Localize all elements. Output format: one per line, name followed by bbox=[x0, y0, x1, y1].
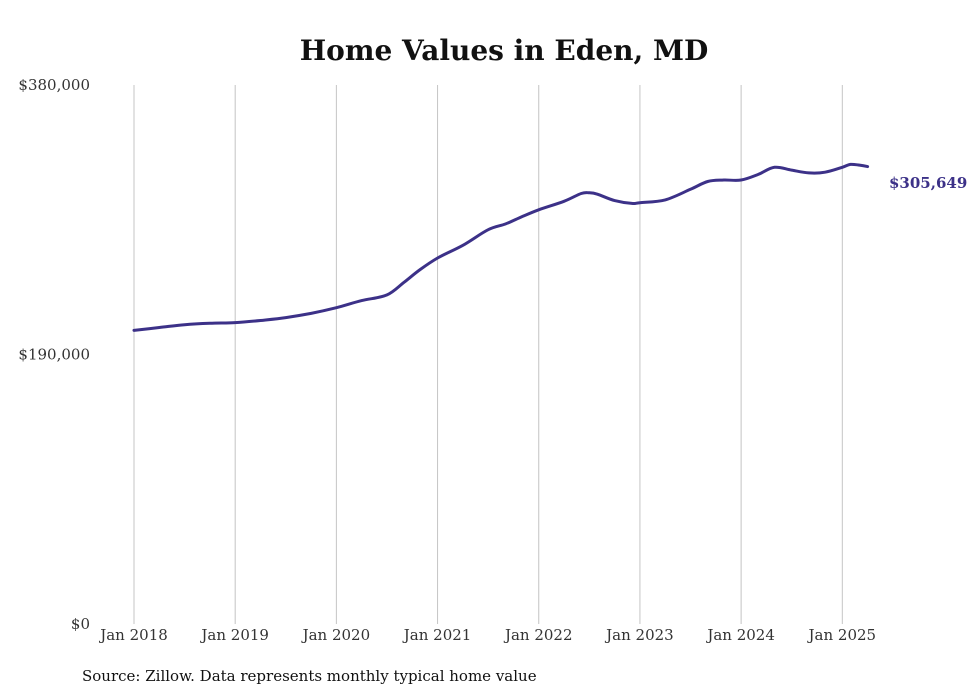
x-tick-label: Jan 2018 bbox=[98, 626, 168, 644]
end-value-label: $305,649 bbox=[889, 174, 967, 192]
x-tick-label: Jan 2019 bbox=[199, 626, 269, 644]
x-tick-label: Jan 2021 bbox=[402, 626, 472, 644]
x-tick-label: Jan 2020 bbox=[301, 626, 371, 644]
y-tick-label: $190,000 bbox=[18, 346, 90, 364]
x-tick-label: Jan 2024 bbox=[705, 626, 775, 644]
source-note: Source: Zillow. Data represents monthly … bbox=[82, 667, 537, 685]
x-axis: Jan 2018 Jan 2019 Jan 2020 Jan 2021 Jan 2022… bbox=[98, 626, 876, 644]
y-tick-label: $380,000 bbox=[18, 76, 90, 94]
chart-title: Home Values in Eden, MD bbox=[300, 34, 709, 67]
y-tick-label: $0 bbox=[71, 615, 90, 633]
x-tick-label: Jan 2022 bbox=[503, 626, 573, 644]
y-axis: $0 $190,000 $380,000 bbox=[18, 76, 90, 633]
x-tick-label: Jan 2023 bbox=[604, 626, 674, 644]
x-tick-label: Jan 2025 bbox=[807, 626, 877, 644]
gridlines bbox=[133, 85, 843, 624]
series-line bbox=[132, 162, 870, 332]
